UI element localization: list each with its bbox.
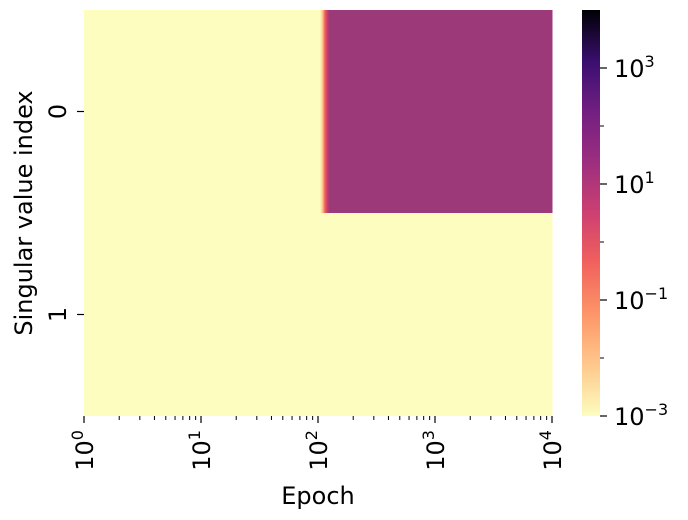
x-tick-label: 100 bbox=[68, 430, 99, 471]
y-tick-label: 1 bbox=[44, 307, 72, 322]
colorbar-tick-label: 10−3 bbox=[614, 400, 668, 431]
x-axis-label: Epoch bbox=[281, 482, 355, 510]
x-tick-label: 101 bbox=[185, 430, 216, 471]
heatmap-cell-row0-seg0 bbox=[84, 10, 321, 213]
colorbar-tick-label: 103 bbox=[614, 52, 655, 83]
y-axis: 01 bbox=[44, 104, 84, 322]
heatmap-cells bbox=[84, 10, 553, 416]
heatmap-cell-row0-seg1 bbox=[319, 10, 330, 213]
x-tick-label: 103 bbox=[419, 430, 450, 471]
colorbar-tick-label: 10−1 bbox=[614, 284, 668, 315]
colorbar-ticks: 103 101 10−1 10−3 bbox=[600, 52, 668, 431]
x-axis: 100 101 102 103 104 bbox=[68, 416, 567, 471]
heatmap-cell-row1-seg0 bbox=[84, 213, 553, 416]
y-tick-label: 0 bbox=[44, 104, 72, 119]
colorbar bbox=[582, 10, 600, 416]
y-axis-label: Singular value index bbox=[10, 90, 38, 335]
x-tick-label: 102 bbox=[302, 430, 333, 471]
x-tick-label: 104 bbox=[536, 430, 567, 471]
heatmap-cell-row0-seg2 bbox=[329, 10, 553, 213]
colorbar-tick-label: 101 bbox=[614, 168, 655, 199]
